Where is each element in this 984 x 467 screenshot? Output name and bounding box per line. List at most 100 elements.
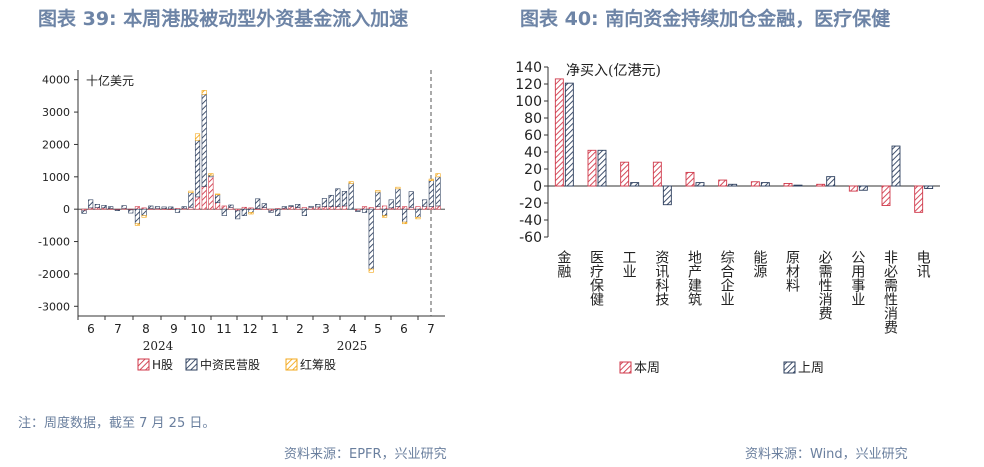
- left-bar-segment: [408, 191, 414, 208]
- left-y-tick-label: -2000: [38, 268, 70, 281]
- right-category-label: 原材料: [784, 250, 800, 292]
- right-category-label: 医疗保健: [588, 250, 604, 307]
- right-category-label: 资讯科技: [653, 250, 669, 307]
- right-bar: [554, 78, 564, 187]
- right-chart-title: 图表 40: 南向资金持续加仓金融，医疗保健: [520, 8, 891, 30]
- left-bar-segment: [295, 204, 301, 208]
- left-x-tick-label: 8: [142, 322, 150, 336]
- right-bar: [652, 161, 662, 187]
- left-bar-segment: [121, 205, 127, 209]
- left-bar-segment: [308, 205, 314, 208]
- left-y-tick-label: 1000: [42, 171, 70, 184]
- left-bar-segment: [148, 205, 154, 209]
- left-bar-segment: [248, 212, 254, 215]
- left-bar-segment: [281, 206, 287, 209]
- left-bar-segment: [315, 204, 321, 208]
- right-bar: [914, 185, 924, 213]
- left-x-tick-label: 6: [87, 322, 95, 336]
- left-bar-segment: [415, 216, 421, 220]
- left-bar-segment: [355, 210, 361, 212]
- right-bar: [662, 185, 672, 206]
- legend-swatch-h-share: [137, 358, 150, 371]
- left-bar-segment: [255, 198, 261, 209]
- left-x-tick-label: 7: [114, 322, 122, 336]
- left-legend: H股 中资民营股 红筹股: [137, 357, 336, 372]
- left-bar-segment: [241, 208, 247, 216]
- left-bar-segment: [328, 194, 334, 207]
- left-bar-segment: [161, 206, 167, 209]
- left-x-tick-label: 6: [400, 322, 408, 336]
- right-category-label: 电讯: [915, 250, 931, 279]
- legend-swatch-last-week: [783, 361, 796, 374]
- left-bar-segment: [395, 186, 401, 190]
- left-x-tick-label: 3: [322, 322, 330, 336]
- right-bar: [620, 161, 630, 187]
- right-bar: [793, 184, 803, 187]
- left-bar-segment: [261, 203, 267, 208]
- left-bar-segment: [321, 198, 328, 207]
- legend-label-private: 中资民营股: [200, 357, 260, 372]
- legend-label-red-chip: 红筹股: [300, 357, 336, 372]
- legend-swatch-this-week: [619, 361, 632, 374]
- right-category-label: 非必需性消费: [882, 250, 898, 334]
- left-x-tick-label: 2: [296, 322, 304, 336]
- left-bar-segment: [375, 190, 381, 193]
- left-bar-segment: [81, 210, 87, 214]
- left-bar-segment: [168, 206, 174, 210]
- left-unit-label: 十亿美元: [86, 73, 134, 88]
- right-y-tick-label: 0: [533, 179, 542, 195]
- left-bar-segment: [402, 221, 408, 225]
- left-bar-segment: [128, 209, 134, 214]
- left-bar-segment: [221, 208, 227, 216]
- left-x-tick-label: 7: [427, 322, 435, 336]
- left-bar-segment: [101, 205, 107, 209]
- right-bar: [630, 182, 640, 187]
- left-bar-segment: [235, 210, 241, 220]
- right-y-tick-label: 140: [515, 60, 542, 76]
- left-x-tick-label: 9: [170, 322, 178, 336]
- left-x-tick-label: 5: [374, 322, 382, 336]
- right-y-tick-label: 100: [515, 94, 542, 110]
- right-bar: [924, 185, 934, 189]
- left-bar-segment: [108, 206, 114, 209]
- right-bar: [848, 185, 858, 192]
- right-bar: [597, 149, 607, 187]
- left-x-tick-label: 4: [349, 322, 357, 336]
- left-y-tick-label: 0: [63, 203, 70, 216]
- left-bar-segment: [381, 215, 388, 218]
- right-y-tick-label: 40: [524, 145, 542, 161]
- left-x-tick-label: 11: [216, 322, 231, 336]
- left-bar-segment: [428, 178, 434, 181]
- left-bar-segment: [435, 173, 441, 178]
- right-unit-label: 净买入(亿港元): [566, 63, 661, 79]
- left-bar-segment: [268, 210, 274, 213]
- right-y-tick-label: 60: [524, 128, 542, 144]
- right-bar: [891, 145, 901, 187]
- right-bar: [783, 182, 793, 187]
- left-bar-segment: [88, 199, 94, 209]
- left-bar-segment: [208, 173, 214, 176]
- left-bar-segment: [335, 188, 341, 207]
- left-source: 资料来源：EPFR，兴业研究: [284, 447, 447, 462]
- left-bar-segment: [288, 205, 294, 207]
- left-bar-segment: [301, 208, 307, 216]
- left-bar-segment: [275, 208, 281, 216]
- legend-label-last-week: 上周: [798, 361, 824, 376]
- left-bar-segment: [368, 268, 374, 273]
- right-category-label: 金融: [555, 250, 571, 278]
- year-label-2025: 2025: [337, 339, 368, 353]
- right-legend: 本周 上周: [619, 361, 824, 376]
- left-y-tick-label: 3000: [42, 106, 70, 119]
- year-label-2024: 2024: [143, 339, 174, 353]
- left-bar-segment: [114, 209, 120, 211]
- right-bar: [760, 182, 770, 187]
- left-y-tick-label: -1000: [38, 236, 70, 249]
- left-bar-segment: [174, 208, 181, 213]
- right-bar: [587, 149, 597, 187]
- right-bar: [826, 176, 836, 187]
- left-x-tick-label: 12: [242, 322, 257, 336]
- right-y-tick-label: 120: [515, 77, 542, 93]
- left-x-tick-label: 1: [271, 322, 279, 336]
- right-bar: [718, 179, 728, 187]
